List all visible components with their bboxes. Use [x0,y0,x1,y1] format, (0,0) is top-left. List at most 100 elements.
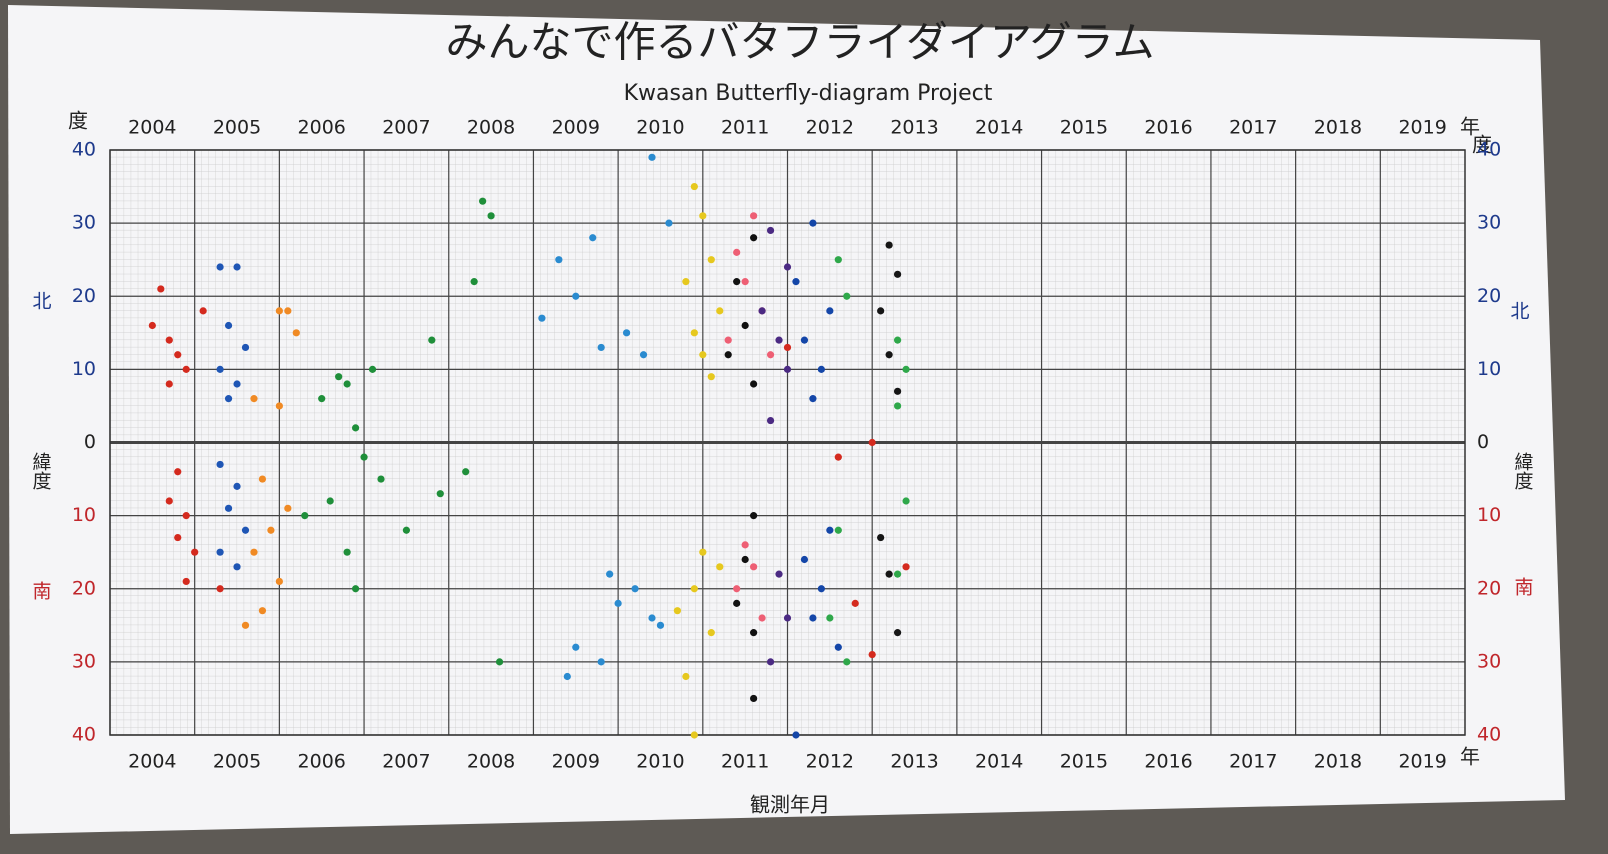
sunspot-dot [885,570,893,578]
sunspot-dot [174,533,182,542]
sunspot-dot [335,373,343,381]
sunspot-dot [750,212,758,220]
y-tick-label: 10 [72,504,96,526]
sunspot-dot [716,563,724,571]
sunspot-dot [741,278,749,286]
sunspot-dot [487,212,495,220]
sunspot-dot [766,226,775,235]
sunspot-dot [682,672,690,681]
sunspot-dot [699,212,707,220]
sunspot-dot [275,307,283,315]
sunspot-dot [766,351,775,359]
sunspot-dot [699,548,707,556]
sunspot-dot [157,285,165,293]
sunspot-dot [165,497,173,505]
sunspot-dot [893,336,902,344]
x-tick-label: 2004 [128,751,176,773]
sunspot-dot [224,395,233,403]
sunspot-dot [318,395,326,403]
sunspot-dot [216,365,224,373]
x-tick-label: 2009 [552,751,600,773]
sunspot-dot [750,234,758,242]
sunspot-dot [893,402,902,410]
sunspot-dot [224,504,233,512]
x-tick-label: 2006 [298,117,346,139]
y-tick-label: 10 [1477,358,1501,380]
sunspot-dot [834,453,842,461]
sunspot-dot [292,329,300,337]
y-tick-label: 0 [1477,431,1489,453]
sunspot-dot [258,475,267,483]
y-tick-label: 30 [1477,650,1501,672]
sunspot-dot [241,343,250,352]
sunspot-dot [673,607,682,615]
sunspot-dot [258,607,267,615]
sunspot-dot [495,658,504,666]
sunspot-dot [216,585,224,593]
sunspot-dot [893,270,902,278]
sunspot-dot [216,460,224,469]
south-label: 南 [32,581,51,603]
sunspot-dot [174,351,182,359]
chart-subtitle: Kwasan Butterfly-diagram Project [624,81,993,106]
y-tick-label: 40 [72,139,96,161]
sunspot-dot [885,241,893,249]
sunspot-dot [639,351,648,359]
sunspot-dot [792,278,800,286]
sunspot-dot [182,365,190,373]
x-tick-label: 2006 [298,751,346,773]
x-tick-label: 2004 [128,117,176,139]
sunspot-dot [902,497,910,505]
sunspot-dot [199,307,207,315]
x-tick-label: 2011 [721,117,769,139]
sunspot-dot [343,548,351,556]
x-tick-label: 2013 [890,117,938,139]
sunspot-dot [902,365,910,373]
sunspot-dot [682,278,690,286]
sunspot-dot [648,614,656,622]
sunspot-dot [241,621,250,629]
sunspot-dot [783,263,792,271]
x-tick-label: 2015 [1060,751,1108,773]
sunspot-dot [758,307,766,315]
sunspot-dot [792,731,800,739]
y-tick-label: 30 [72,212,96,234]
x-tick-label: 2019 [1398,751,1446,773]
sunspot-dot [817,365,825,373]
sunspot-dot [343,380,351,388]
x-tick-label: 2007 [382,117,430,139]
y-tick-label: 40 [1477,139,1501,161]
sunspot-dot [428,336,436,344]
sunspot-dot [733,585,741,593]
y-axis-label: 緯度 [1512,452,1534,490]
x-tick-label: 2011 [721,751,769,773]
sunspot-dot [182,512,190,520]
sunspot-dot [597,658,605,666]
x-tick-label: 2015 [1060,117,1108,139]
sunspot-dot [665,219,673,227]
sunspot-dot [563,672,571,681]
sunspot-dot [750,380,758,388]
plot-frame [109,149,1466,736]
x-tick-label: 2013 [890,751,938,773]
sunspot-dot [877,533,885,542]
x-unit: 年 [1460,745,1480,769]
sunspot-dot [733,599,741,607]
sunspot-dot [597,343,605,352]
sunspot-dot [368,365,377,373]
x-tick-label: 2010 [636,751,684,773]
y-tick-label: 20 [1477,285,1501,307]
sunspot-dot [572,292,580,300]
y-tick-label: 40 [72,724,96,746]
sunspot-dot [690,731,698,739]
sunspot-dot [301,512,309,520]
sunspot-dot [775,570,783,578]
y-unit: 度 [1472,133,1492,157]
sunspot-dot [809,219,817,227]
x-tick-label: 2018 [1314,117,1362,139]
x-tick-label: 2007 [382,751,430,773]
south-label: 南 [1514,577,1533,599]
sunspot-dot [250,395,258,403]
